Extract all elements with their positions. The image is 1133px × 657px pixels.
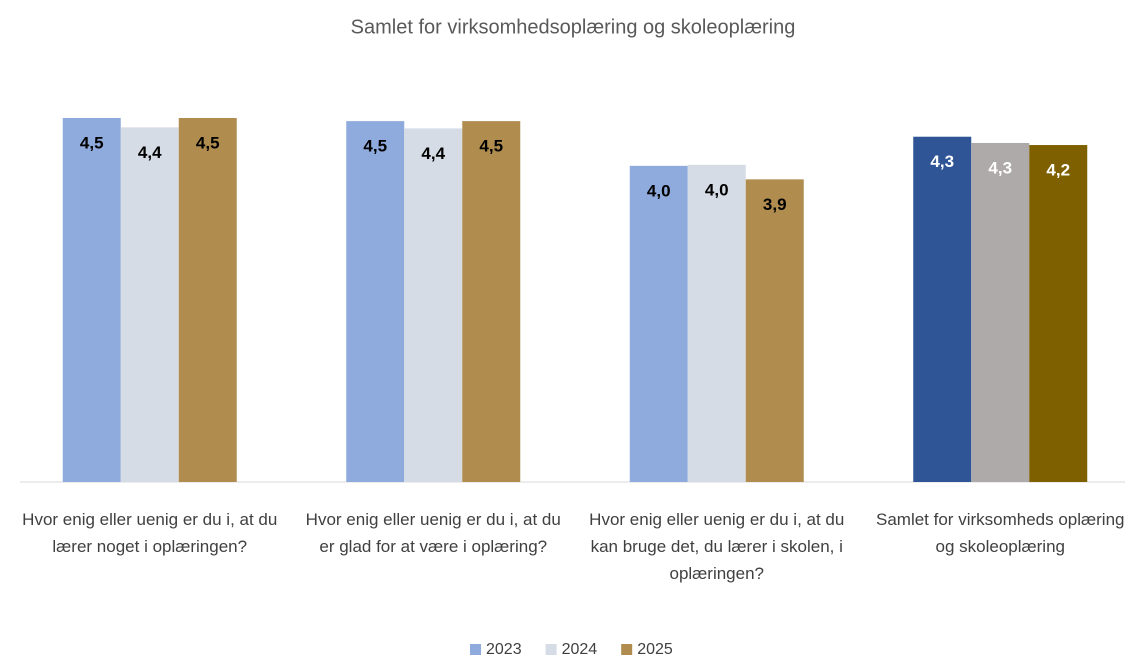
bar <box>178 118 237 482</box>
data-label: 4,5 <box>479 137 503 156</box>
x-tick-label: Hvor enig eller uenig er du i, at du kan… <box>589 510 845 583</box>
legend-swatch <box>545 644 557 655</box>
data-label: 4,4 <box>421 144 445 163</box>
legend-label: 2025 <box>637 641 673 657</box>
bar <box>462 121 521 483</box>
data-label: 4,3 <box>988 158 1012 177</box>
x-tick-label: Hvor enig eller uenig er du i, at du lær… <box>22 510 278 556</box>
bar <box>62 118 121 482</box>
bar <box>120 127 179 483</box>
bar <box>913 136 972 482</box>
bar <box>1029 145 1088 483</box>
data-label: 4,2 <box>1046 161 1070 180</box>
data-label: 4,5 <box>196 133 220 152</box>
bar <box>404 128 463 482</box>
bar <box>745 179 804 483</box>
data-label: 4,5 <box>80 133 104 152</box>
legend-swatch <box>621 644 633 655</box>
data-label: 4,0 <box>705 180 729 199</box>
bar <box>687 164 746 483</box>
data-label: 3,9 <box>763 195 787 214</box>
data-label: 4,4 <box>138 143 162 162</box>
x-tick-label: Hvor enig eller uenig er du i, at du er … <box>305 510 561 556</box>
x-tick-label: Samlet for virksomheds oplæring og skole… <box>876 510 1125 556</box>
bar <box>346 121 405 483</box>
chart-title: Samlet for virksomhedsoplæring og skoleo… <box>351 16 796 38</box>
data-label: 4,0 <box>647 181 671 200</box>
legend-swatch <box>470 644 481 655</box>
legend-label: 2023 <box>486 641 522 657</box>
bar <box>971 142 1030 482</box>
bar <box>629 165 688 482</box>
data-label: 4,5 <box>363 137 387 156</box>
data-label: 4,3 <box>930 152 954 171</box>
legend-label: 2024 <box>562 641 598 657</box>
